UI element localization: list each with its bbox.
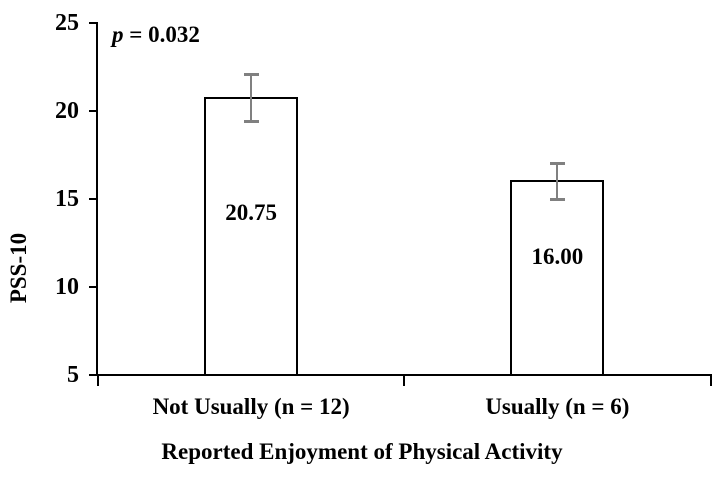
error-bar-line bbox=[556, 163, 559, 199]
x-category-label: Not Usually (n = 12) bbox=[152, 394, 350, 419]
y-axis-tick-label: 5 bbox=[67, 362, 79, 388]
error-bar-cap-bottom bbox=[243, 120, 259, 124]
error-bar-line bbox=[250, 74, 253, 122]
error-bar-cap-top bbox=[243, 72, 259, 76]
p-symbol: p bbox=[112, 22, 124, 47]
y-axis-tick bbox=[89, 110, 98, 112]
y-axis-tick-label: 10 bbox=[55, 274, 79, 300]
bar-2 bbox=[510, 180, 605, 376]
y-axis-tick bbox=[89, 198, 98, 200]
p-value-text: = 0.032 bbox=[123, 22, 200, 47]
y-axis-tick bbox=[89, 286, 98, 288]
y-axis-title: PSS-10 bbox=[6, 232, 31, 304]
y-axis-tick-label: 25 bbox=[55, 10, 79, 36]
p-value-annotation: p = 0.032 bbox=[112, 21, 200, 49]
error-bar-cap-bottom bbox=[549, 197, 565, 201]
y-axis-tick bbox=[89, 22, 98, 24]
x-axis-tick bbox=[709, 374, 712, 386]
bar-1 bbox=[204, 96, 299, 376]
y-axis-tick-label: 15 bbox=[55, 186, 79, 212]
y-axis-tick-label: 20 bbox=[55, 98, 79, 124]
bar-value-label: 16.00 bbox=[531, 244, 584, 270]
bar-value-label: 20.75 bbox=[225, 200, 277, 226]
y-axis-tick bbox=[89, 374, 98, 376]
x-category-label: Usually (n = 6) bbox=[485, 394, 630, 419]
x-axis-title: Reported Enjoyment of Physical Activity bbox=[161, 439, 563, 464]
error-bar-cap-top bbox=[549, 162, 565, 166]
x-axis-tick bbox=[97, 374, 99, 386]
x-axis-tick bbox=[403, 374, 406, 386]
